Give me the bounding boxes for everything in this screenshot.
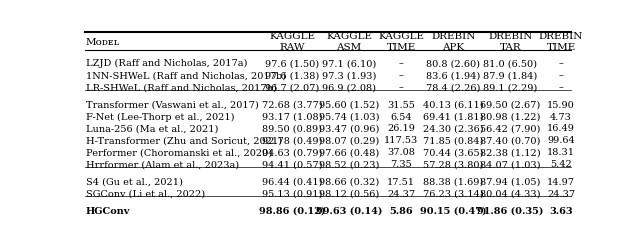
Text: 98.86 (0.12): 98.86 (0.12)	[259, 206, 325, 215]
Text: DREBIN
TIME: DREBIN TIME	[539, 32, 583, 52]
Text: 91.86 (0.35): 91.86 (0.35)	[477, 206, 543, 215]
Text: DREBIN
TAR: DREBIN TAR	[488, 32, 532, 52]
Text: 90.15 (0.47): 90.15 (0.47)	[420, 206, 486, 215]
Text: 96.7 (2.07): 96.7 (2.07)	[265, 83, 319, 92]
Text: 15.90: 15.90	[547, 100, 575, 109]
Text: –: –	[559, 83, 564, 92]
Text: 98.66 (0.32): 98.66 (0.32)	[319, 177, 380, 186]
Text: Hrrformer (Alam et al., 2023a): Hrrformer (Alam et al., 2023a)	[86, 160, 239, 168]
Text: 84.07 (1.03): 84.07 (1.03)	[480, 160, 541, 168]
Text: 89.50 (0.89): 89.50 (0.89)	[262, 124, 322, 133]
Text: 98.52 (0.23): 98.52 (0.23)	[319, 160, 380, 168]
Text: 87.94 (1.05): 87.94 (1.05)	[480, 177, 540, 186]
Text: 69.41 (1.81): 69.41 (1.81)	[423, 112, 483, 121]
Text: Transformer (Vaswani et al., 2017): Transformer (Vaswani et al., 2017)	[86, 100, 259, 109]
Text: Performer (Choromanski et al., 2020): Performer (Choromanski et al., 2020)	[86, 148, 272, 157]
Text: LR-SHWeL (Raff and Nicholas, 2017b): LR-SHWeL (Raff and Nicholas, 2017b)	[86, 83, 276, 92]
Text: KAGGLE
TIME: KAGGLE TIME	[378, 32, 424, 52]
Text: S4 (Gu et al., 2021): S4 (Gu et al., 2021)	[86, 177, 183, 186]
Text: 98.07 (0.29): 98.07 (0.29)	[319, 136, 380, 145]
Text: 31.55: 31.55	[387, 100, 415, 109]
Text: 80.04 (4.33): 80.04 (4.33)	[480, 189, 541, 198]
Text: 70.44 (3.65): 70.44 (3.65)	[423, 148, 483, 157]
Text: 97.3 (1.93): 97.3 (1.93)	[322, 71, 376, 80]
Text: 18.31: 18.31	[547, 148, 575, 157]
Text: 97.6 (1.50): 97.6 (1.50)	[265, 59, 319, 68]
Text: 24.37: 24.37	[387, 189, 415, 198]
Text: 96.9 (2.08): 96.9 (2.08)	[322, 83, 376, 92]
Text: 87.40 (0.70): 87.40 (0.70)	[480, 136, 540, 145]
Text: 40.13 (6.11): 40.13 (6.11)	[423, 100, 484, 109]
Text: 71.85 (0.84): 71.85 (0.84)	[423, 136, 483, 145]
Text: –: –	[399, 83, 404, 92]
Text: 94.41 (0.57): 94.41 (0.57)	[262, 160, 323, 168]
Text: 56.42 (7.90): 56.42 (7.90)	[480, 124, 540, 133]
Text: 6.54: 6.54	[390, 112, 412, 121]
Text: –: –	[559, 71, 564, 80]
Text: 93.47 (0.96): 93.47 (0.96)	[319, 124, 380, 133]
Text: 93.17 (1.08): 93.17 (1.08)	[262, 112, 323, 121]
Text: 1NN-SHWeL (Raff and Nicholas, 2017b): 1NN-SHWeL (Raff and Nicholas, 2017b)	[86, 71, 286, 80]
Text: HGConv: HGConv	[86, 206, 131, 215]
Text: 117.53: 117.53	[384, 136, 419, 145]
Text: KAGGLE
RAW: KAGGLE RAW	[269, 32, 315, 52]
Text: DREBIN
APK: DREBIN APK	[431, 32, 476, 52]
Text: 5.86: 5.86	[389, 206, 413, 215]
Text: 26.19: 26.19	[387, 124, 415, 133]
Text: 80.98 (1.22): 80.98 (1.22)	[480, 112, 540, 121]
Text: –: –	[559, 59, 564, 68]
Text: F-Net (Lee-Thorp et al., 2021): F-Net (Lee-Thorp et al., 2021)	[86, 112, 234, 121]
Text: 97.1 (6.10): 97.1 (6.10)	[322, 59, 376, 68]
Text: H-Transformer (Zhu and Soricut, 2021): H-Transformer (Zhu and Soricut, 2021)	[86, 136, 282, 145]
Text: 78.4 (2.26): 78.4 (2.26)	[426, 83, 481, 92]
Text: Mᴏᴅᴇʟ: Mᴏᴅᴇʟ	[86, 38, 120, 47]
Text: 94.63 (0.79): 94.63 (0.79)	[262, 148, 322, 157]
Text: 95.13 (0.91): 95.13 (0.91)	[262, 189, 322, 198]
Text: 24.30 (2.36): 24.30 (2.36)	[423, 124, 484, 133]
Text: 16.49: 16.49	[547, 124, 575, 133]
Text: 80.8 (2.60): 80.8 (2.60)	[426, 59, 480, 68]
Text: 97.6 (1.38): 97.6 (1.38)	[265, 71, 319, 80]
Text: 72.68 (3.77): 72.68 (3.77)	[262, 100, 323, 109]
Text: 89.1 (2.29): 89.1 (2.29)	[483, 83, 538, 92]
Text: 5.42: 5.42	[550, 160, 572, 168]
Text: 88.38 (1.69): 88.38 (1.69)	[423, 177, 483, 186]
Text: 14.97: 14.97	[547, 177, 575, 186]
Text: 24.37: 24.37	[547, 189, 575, 198]
Text: 96.44 (0.41): 96.44 (0.41)	[262, 177, 323, 186]
Text: SGConv (Li et al., 2022): SGConv (Li et al., 2022)	[86, 189, 205, 198]
Text: 69.50 (2.67): 69.50 (2.67)	[480, 100, 540, 109]
Text: 82.38 (1.12): 82.38 (1.12)	[480, 148, 541, 157]
Text: 3.63: 3.63	[549, 206, 573, 215]
Text: 97.66 (0.48): 97.66 (0.48)	[319, 148, 380, 157]
Text: 95.74 (1.03): 95.74 (1.03)	[319, 112, 380, 121]
Text: 76.23 (3.14): 76.23 (3.14)	[423, 189, 484, 198]
Text: 17.51: 17.51	[387, 177, 415, 186]
Text: 98.12 (0.56): 98.12 (0.56)	[319, 189, 380, 198]
Text: 4.73: 4.73	[550, 112, 572, 121]
Text: 99.63 (0.14): 99.63 (0.14)	[316, 206, 382, 215]
Text: 81.0 (6.50): 81.0 (6.50)	[483, 59, 538, 68]
Text: 7.35: 7.35	[390, 160, 412, 168]
Text: 95.60 (1.52): 95.60 (1.52)	[319, 100, 380, 109]
Text: LZJD (Raff and Nicholas, 2017a): LZJD (Raff and Nicholas, 2017a)	[86, 59, 247, 68]
Text: KAGGLE
ASM: KAGGLE ASM	[326, 32, 372, 52]
Text: Luna-256 (Ma et al., 2021): Luna-256 (Ma et al., 2021)	[86, 124, 218, 133]
Text: 57.28 (3.80): 57.28 (3.80)	[423, 160, 483, 168]
Text: 99.64: 99.64	[547, 136, 575, 145]
Text: –: –	[399, 71, 404, 80]
Text: –: –	[399, 59, 404, 68]
Text: 83.6 (1.94): 83.6 (1.94)	[426, 71, 481, 80]
Text: 37.08: 37.08	[387, 148, 415, 157]
Text: 92.78 (0.49): 92.78 (0.49)	[262, 136, 322, 145]
Text: 87.9 (1.84): 87.9 (1.84)	[483, 71, 538, 80]
